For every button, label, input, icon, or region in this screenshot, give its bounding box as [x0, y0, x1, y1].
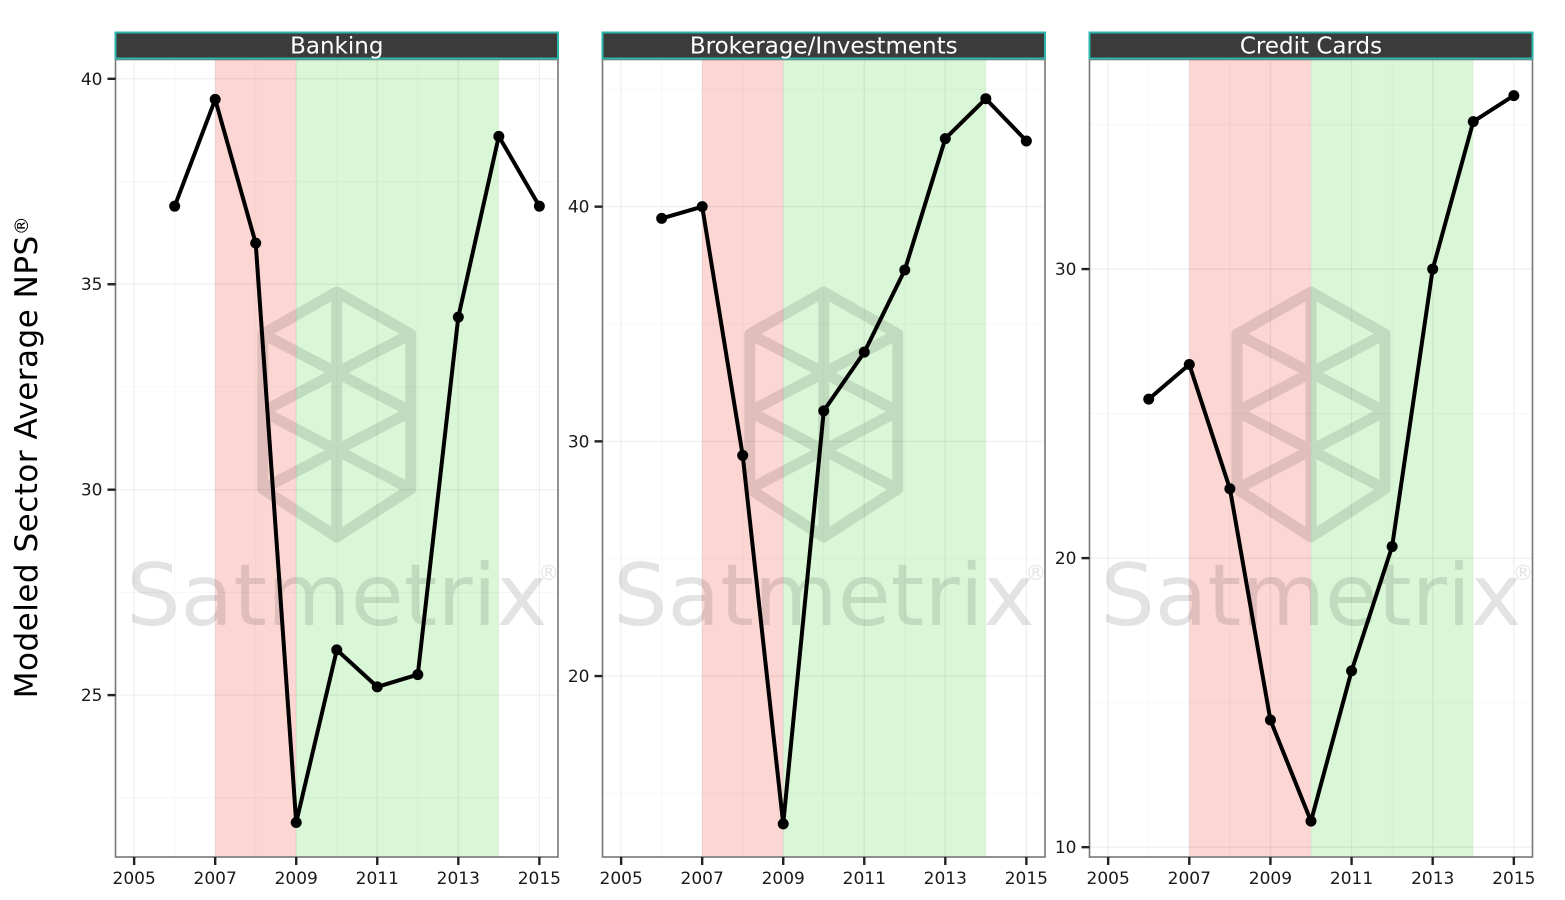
y-tick-label: 35: [81, 275, 103, 295]
data-point: [939, 133, 951, 145]
nps-trend-line-banking: [172, 97, 542, 825]
data-point: [1386, 541, 1398, 553]
x-tick-label: 2011: [356, 869, 399, 889]
data-point: [818, 405, 830, 417]
data-point: [737, 449, 749, 461]
satmetrix-text-watermark: Satmetrix: [613, 546, 1035, 646]
recovery-band: [296, 59, 499, 857]
x-tick-label: 2013: [1411, 869, 1454, 889]
x-tick-label: 2013: [437, 869, 480, 889]
x-tick-label: 2011: [843, 869, 886, 889]
satmetrix-text-watermark: Satmetrix: [1100, 546, 1522, 646]
data-point: [656, 212, 668, 224]
x-tick-label: 2009: [762, 869, 805, 889]
data-point: [1508, 90, 1520, 102]
data-point: [1264, 714, 1276, 726]
data-point: [412, 669, 424, 681]
data-point: [1020, 135, 1032, 147]
x-tick-label: 2011: [1330, 869, 1373, 889]
x-tick-label: 2007: [194, 869, 237, 889]
y-tick-label: 25: [81, 686, 103, 706]
facet-title-credit-cards: Credit Cards: [1240, 34, 1382, 60]
facet-title-banking: Banking: [290, 34, 383, 60]
y-tick-label: 20: [1055, 549, 1077, 569]
data-point: [899, 264, 911, 276]
x-tick-label: 2005: [113, 869, 156, 889]
satmetrix-text-watermark: Satmetrix: [126, 546, 548, 646]
y-tick-label: 40: [568, 198, 590, 218]
watermark-registered-icon: ®: [538, 561, 559, 585]
data-point: [250, 237, 262, 249]
data-point: [1224, 483, 1236, 495]
data-point: [696, 201, 708, 213]
y-tick-label: 40: [81, 70, 103, 90]
x-tick-label: 2009: [1249, 869, 1292, 889]
x-tick-label: 2005: [600, 869, 643, 889]
x-tick-label: 2015: [1005, 869, 1048, 889]
y-tick-label: 30: [1055, 260, 1077, 280]
x-tick-label: 2009: [275, 869, 318, 889]
nps-trend-line-brokerage-investments: [659, 96, 1029, 826]
facet-strip-credit-cards: [1088, 31, 1534, 60]
y-tick-label: 20: [568, 667, 590, 687]
data-point: [1305, 815, 1317, 827]
x-tick-label: 2013: [924, 869, 967, 889]
x-tick-label: 2015: [518, 869, 561, 889]
registered-trademark-icon: ®: [11, 215, 33, 236]
data-point: [1346, 665, 1358, 677]
data-point: [169, 200, 181, 212]
watermark-registered-icon: ®: [1513, 561, 1534, 585]
data-point: [371, 681, 383, 693]
data-point: [209, 93, 221, 105]
y-tick-label: 30: [81, 481, 103, 501]
satmetrix-logo-watermark: [1231, 286, 1391, 543]
recovery-band: [783, 59, 986, 857]
data-point: [1427, 263, 1439, 275]
data-point: [858, 346, 870, 358]
data-point: [1143, 393, 1155, 405]
facet-strip-banking: [114, 31, 559, 60]
facet-strip-brokerage-investments: [601, 31, 1046, 60]
data-point: [1183, 358, 1195, 370]
data-point: [290, 816, 302, 828]
satmetrix-logo-watermark: [257, 286, 417, 543]
recession-band: [215, 59, 297, 857]
data-point: [452, 311, 464, 323]
data-point: [331, 644, 343, 656]
data-point: [777, 818, 789, 830]
x-tick-label: 2007: [681, 869, 724, 889]
y-tick-label: 30: [568, 432, 590, 452]
y-axis-title-text: Modeled Sector Average NPS: [9, 235, 45, 699]
data-point: [533, 200, 545, 212]
y-axis-title: Modeled Sector Average NPS®: [9, 216, 45, 698]
x-tick-label: 2015: [1492, 869, 1535, 889]
data-point: [1467, 116, 1479, 128]
x-tick-label: 2007: [1168, 869, 1211, 889]
y-tick-label: 10: [1055, 838, 1077, 858]
facet-title-brokerage-investments: Brokerage/Investments: [690, 34, 958, 60]
recession-band: [1189, 59, 1311, 857]
data-point: [493, 130, 505, 142]
data-point: [980, 93, 992, 105]
x-tick-label: 2005: [1087, 869, 1130, 889]
watermark-registered-icon: ®: [1025, 561, 1046, 585]
nps-trend-line-credit-cards: [1146, 93, 1516, 824]
